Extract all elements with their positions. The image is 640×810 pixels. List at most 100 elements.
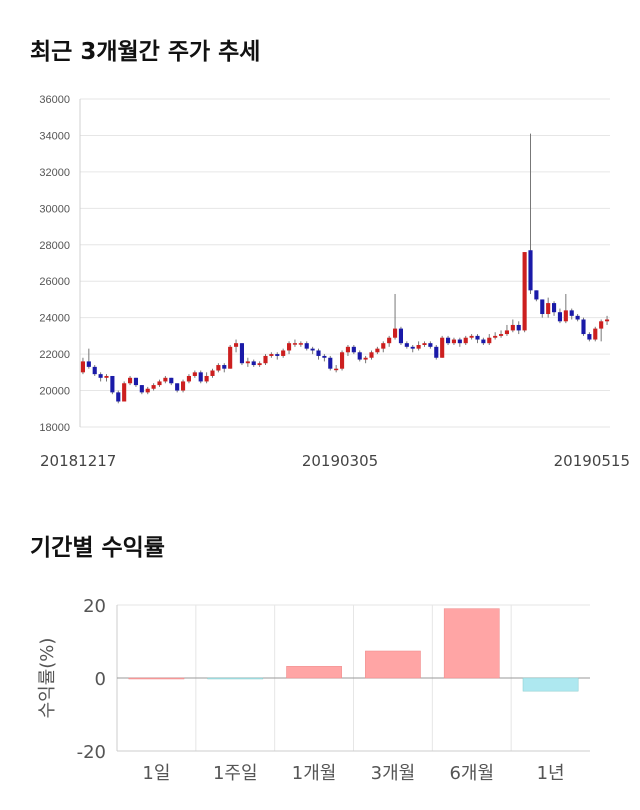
- candle-body: [157, 381, 162, 386]
- candle-body: [557, 312, 563, 322]
- candlestick-chart: 18000 20000 22000 24000 26000 28000 30000 32000…: [39, 94, 630, 470]
- candle-body: [316, 350, 321, 356]
- x-tick-label: 20190305: [302, 452, 378, 470]
- bar: [286, 666, 342, 679]
- candle-body: [216, 365, 221, 371]
- candle-body: [381, 343, 386, 349]
- candle-body: [98, 374, 103, 378]
- candle-body: [204, 375, 209, 382]
- candle-body: [104, 375, 109, 378]
- candle-body: [351, 346, 356, 353]
- y-tick-label: 24000: [39, 313, 70, 325]
- candle-body: [357, 352, 362, 360]
- candle-body: [493, 335, 498, 338]
- candle-body: [463, 337, 468, 344]
- x-tick-label: 1일: [142, 763, 170, 784]
- candle-body: [410, 346, 415, 349]
- candle-body: [563, 310, 568, 322]
- candle-body: [263, 355, 268, 364]
- candle-body: [292, 343, 298, 345]
- candle-body: [516, 324, 521, 331]
- y-tick-label: 20000: [39, 386, 70, 398]
- candle-body: [534, 290, 539, 300]
- candle-body: [404, 343, 409, 347]
- candle-body: [528, 250, 533, 291]
- candle-body: [233, 343, 239, 347]
- candle-body: [575, 315, 580, 320]
- x-tick-label: 1주일: [213, 763, 258, 784]
- candle-body: [569, 310, 574, 316]
- candle-body: [122, 383, 127, 402]
- candle-body: [416, 345, 421, 349]
- candle-body: [475, 335, 480, 340]
- stock-trend-title: 최근 3개월간 주가 추세: [30, 39, 261, 65]
- y-tick-label: 20: [83, 596, 106, 617]
- candle-body: [398, 328, 404, 344]
- candle-body: [269, 354, 274, 356]
- y-tick-label: 28000: [39, 240, 70, 252]
- bar: [207, 677, 264, 680]
- bar: [443, 608, 500, 679]
- candle-body: [422, 343, 427, 345]
- candle-body: [222, 365, 227, 369]
- candle-body: [599, 321, 604, 329]
- candle-body: [133, 377, 139, 386]
- candle-body: [257, 363, 262, 366]
- candle-body: [604, 319, 610, 322]
- x-tick-label: 20181217: [40, 452, 116, 470]
- candle-body: [339, 352, 345, 369]
- candle-body: [186, 375, 192, 382]
- candle-body: [457, 339, 462, 344]
- candle-body: [322, 355, 327, 358]
- x-tick-label: 6개월: [449, 763, 494, 784]
- candle-body: [328, 357, 333, 369]
- candle-body: [345, 346, 351, 353]
- y-tick-label: 32000: [39, 167, 70, 179]
- candle-body: [92, 366, 97, 375]
- candle-body: [298, 343, 303, 345]
- y-tick-label: 22000: [39, 349, 70, 361]
- candle-body: [540, 299, 545, 315]
- candle-body: [546, 303, 551, 315]
- y-tick-label: 0: [95, 669, 106, 690]
- candle-body: [310, 348, 315, 351]
- candle-body: [522, 252, 527, 331]
- candle-body: [369, 352, 374, 358]
- candle-body: [504, 330, 510, 335]
- candle-body: [210, 370, 215, 376]
- candle-body: [593, 328, 598, 340]
- candle-body: [116, 392, 121, 402]
- candle-body: [587, 334, 592, 340]
- candle-body: [469, 335, 474, 338]
- candle-body: [127, 377, 133, 384]
- x-tick-label: 1년: [537, 763, 565, 784]
- x-tick-label: 1개월: [292, 763, 337, 784]
- candle-body: [387, 337, 392, 344]
- y-tick-label: 26000: [39, 276, 70, 288]
- period-return-title: 기간별 수익률: [30, 535, 165, 561]
- bar: [365, 650, 421, 679]
- candle-body: [451, 339, 457, 344]
- candle-body: [145, 388, 150, 393]
- y-tick-label: -20: [77, 742, 106, 763]
- candle-body: [487, 337, 492, 344]
- y-tick-label: 34000: [39, 130, 70, 142]
- candle-body: [198, 372, 203, 382]
- candle-body: [163, 377, 168, 382]
- y-tick-label: 30000: [39, 203, 70, 215]
- candle-body: [304, 343, 309, 349]
- candle-body: [80, 361, 86, 373]
- x-tick-label: 3개월: [371, 763, 416, 784]
- candle-body: [275, 354, 280, 356]
- candle-body: [551, 303, 557, 313]
- candle-body: [281, 350, 286, 356]
- candle-body: [440, 337, 445, 358]
- candle-body: [245, 361, 250, 364]
- candle-body: [286, 343, 292, 351]
- candle-body: [334, 368, 339, 371]
- candle-body: [510, 324, 515, 331]
- candle-body: [251, 361, 256, 366]
- bar: [522, 677, 579, 692]
- candle-body: [392, 328, 398, 338]
- candle-body: [445, 337, 451, 344]
